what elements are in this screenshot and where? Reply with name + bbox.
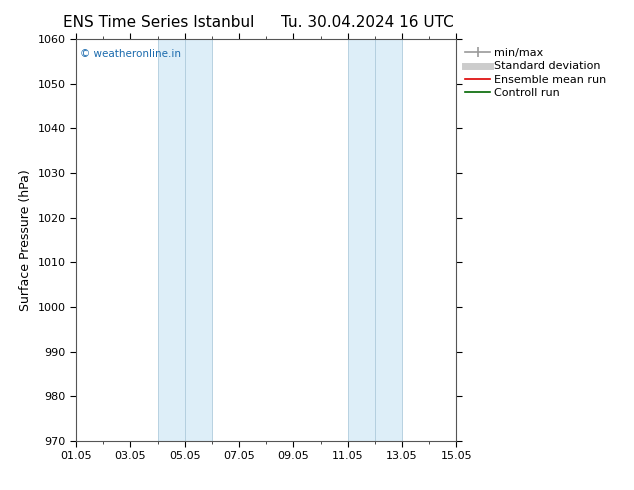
Bar [158,39,184,441]
Text: ENS Time Series Istanbul: ENS Time Series Istanbul [63,15,254,30]
Bar [348,39,375,441]
Text: © weatheronline.in: © weatheronline.in [80,49,181,59]
Y-axis label: Surface Pressure (hPa): Surface Pressure (hPa) [19,169,32,311]
Legend: min/max, Standard deviation, Ensemble mean run, Controll run: min/max, Standard deviation, Ensemble me… [462,45,610,101]
Text: Tu. 30.04.2024 16 UTC: Tu. 30.04.2024 16 UTC [281,15,454,30]
Bar [184,39,212,441]
Bar [375,39,402,441]
